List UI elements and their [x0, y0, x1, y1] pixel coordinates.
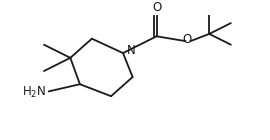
Text: N: N	[127, 44, 136, 57]
Text: O: O	[152, 1, 161, 14]
Text: H$_2$N: H$_2$N	[22, 85, 46, 100]
Text: O: O	[182, 33, 191, 46]
